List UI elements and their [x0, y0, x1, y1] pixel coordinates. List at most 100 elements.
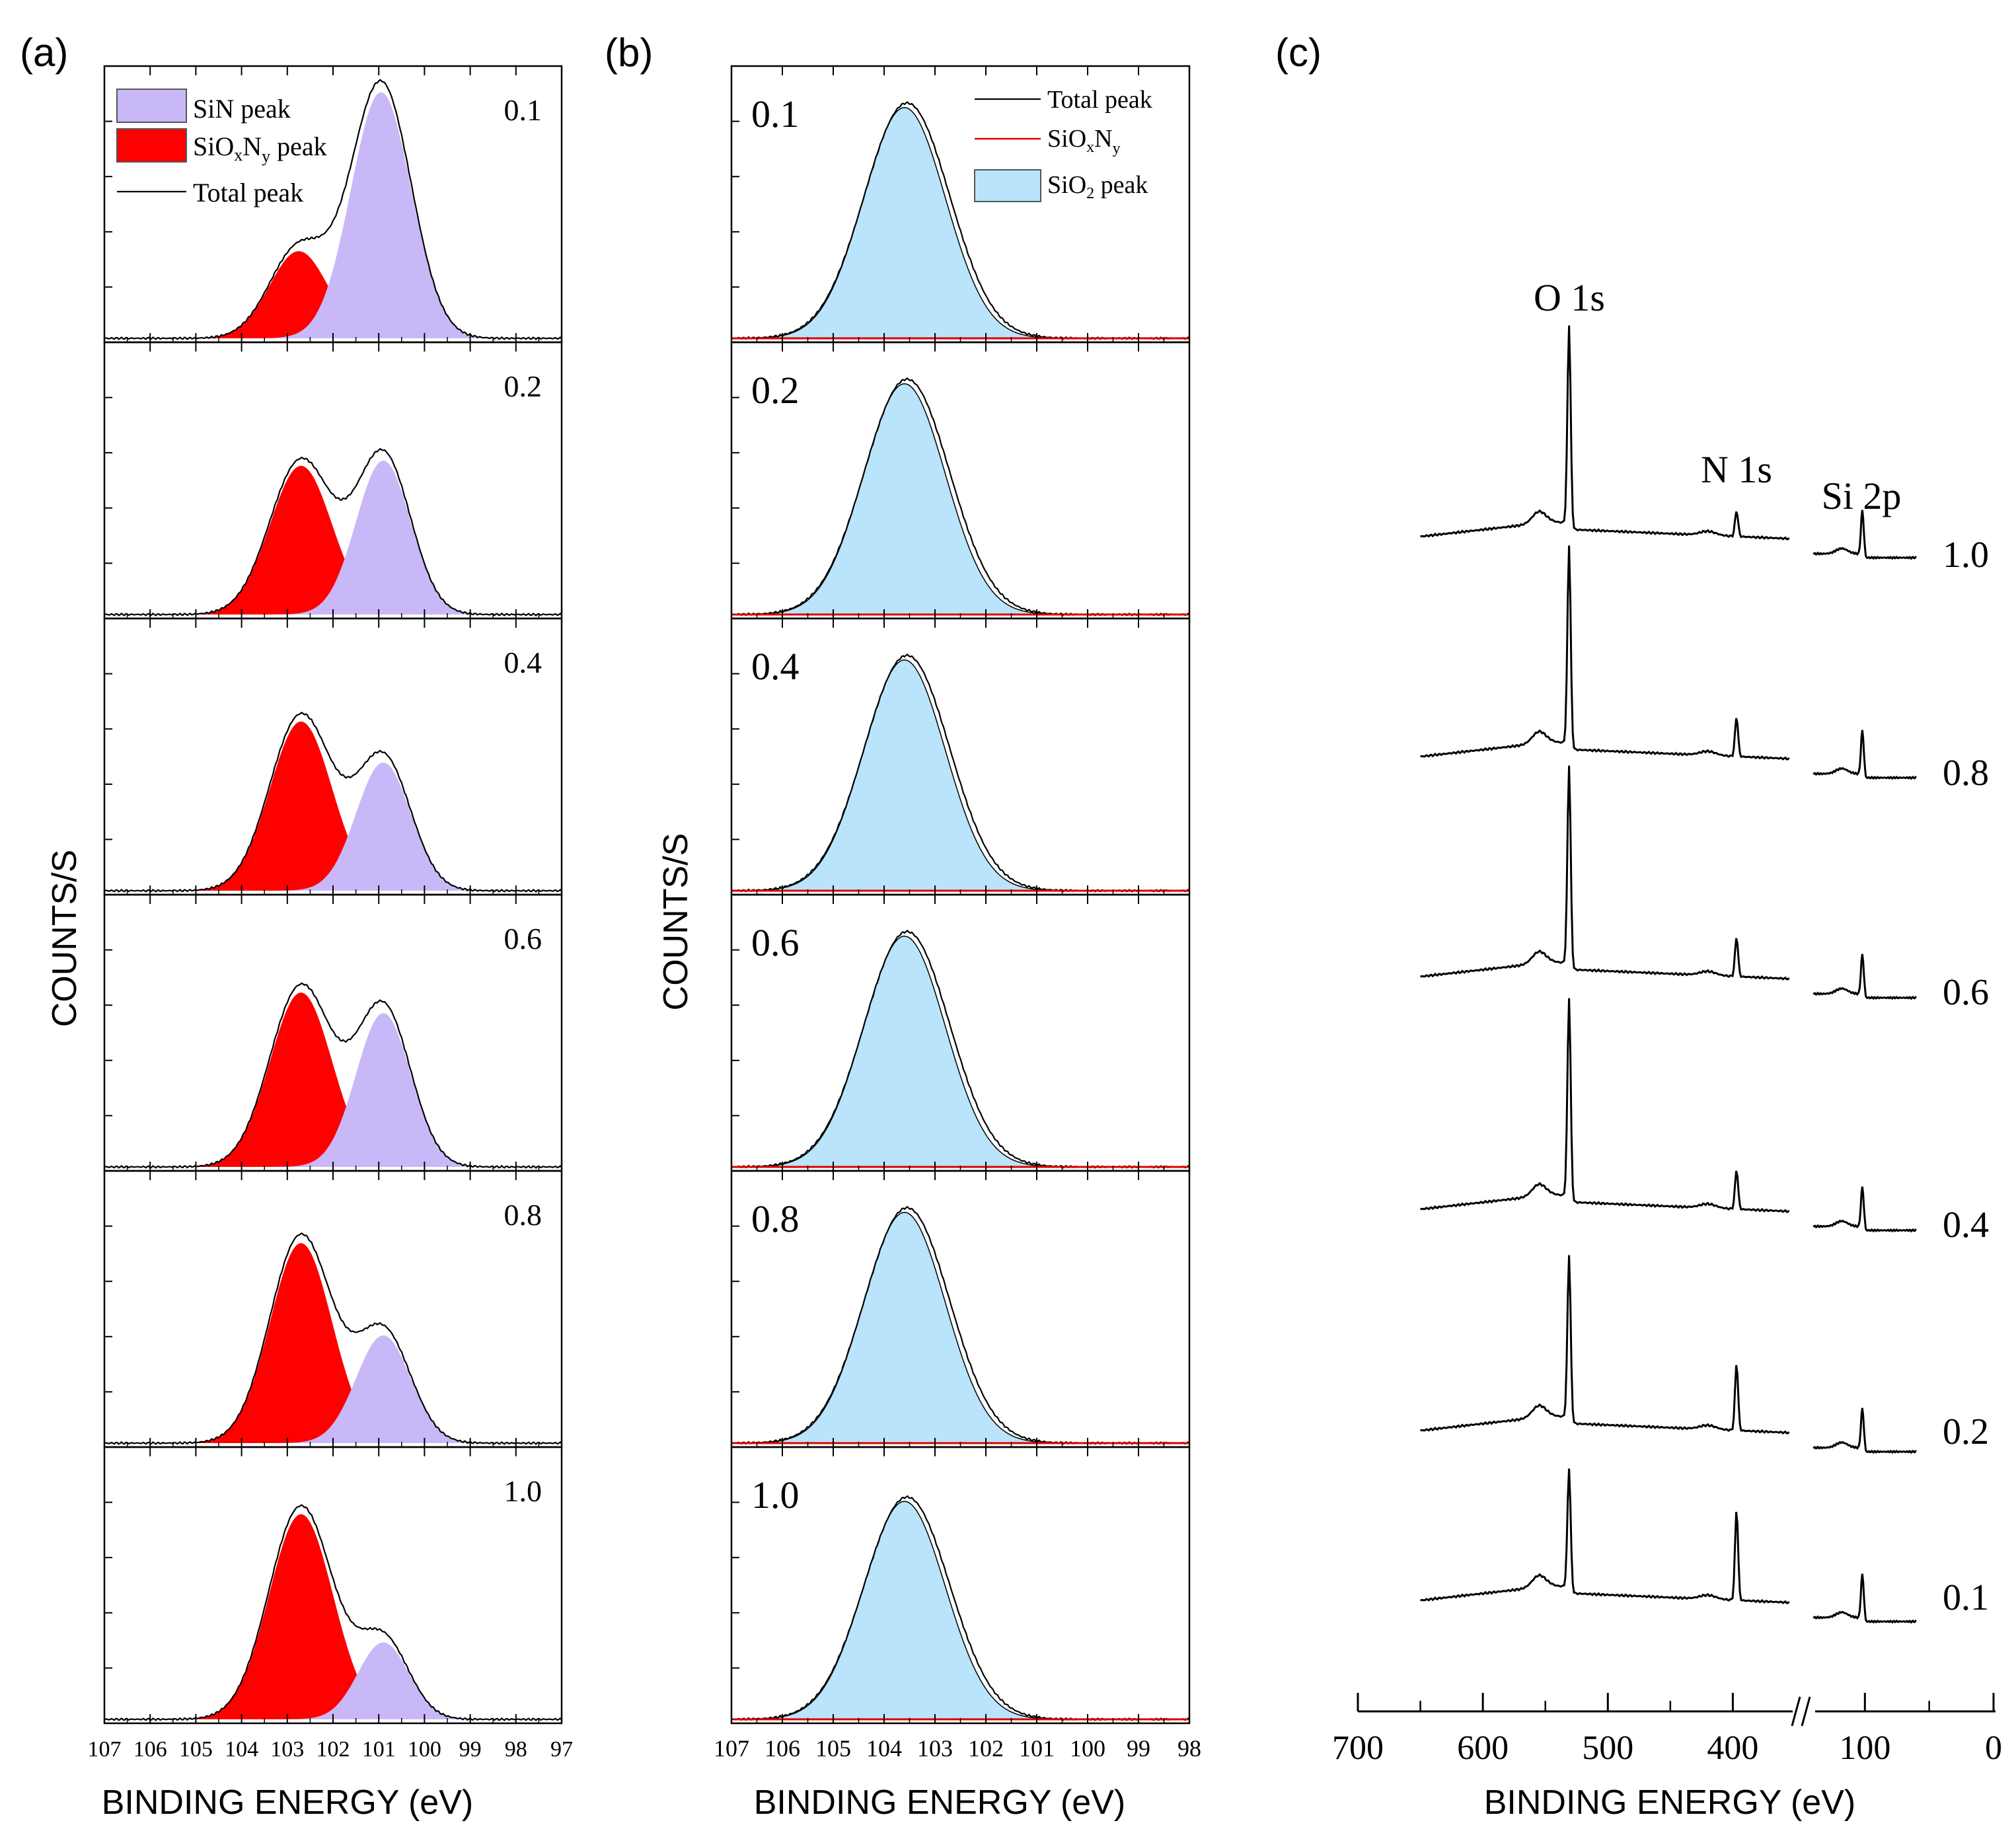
peak-fill-SiOxNy [104, 722, 562, 891]
legend-label-total: Total peak [193, 178, 303, 207]
peak-fill-SiO2 [731, 1501, 1189, 1720]
annotation-si2p: Si 2p [1822, 474, 1902, 517]
legend-text-part: SiO [1047, 125, 1086, 153]
subplot-0.8: 0.8 [730, 1170, 1191, 1448]
x-tick-label: 100 [1070, 1735, 1105, 1762]
series-label: 0.6 [1943, 972, 1989, 1013]
peak-fill-SiO2 [731, 107, 1189, 339]
subplot-label: 0.1 [504, 93, 542, 127]
legend-text-part: peak [270, 131, 327, 161]
x-tick-label: 99 [1127, 1735, 1150, 1762]
legend-label-total: Total peak [1047, 86, 1152, 114]
panel-a-ylabel: COUNTS/S [46, 850, 84, 1027]
x-tick-label: 100 [408, 1737, 441, 1762]
x-tick-label: 103 [917, 1735, 953, 1762]
legend-text-part: N [243, 131, 262, 161]
spectrum-segment-1 [1420, 325, 1790, 541]
total-peak-line [104, 79, 562, 340]
x-tick-label: 700 [1332, 1729, 1384, 1767]
legend-text-part: x [1086, 139, 1094, 156]
subplot-label: 0.6 [504, 922, 542, 955]
subplot-0.4: 0.4 [730, 617, 1191, 896]
survey-spectrum-0.8: 0.8 [1420, 545, 1989, 794]
spectrum-segment-1 [1420, 998, 1790, 1213]
x-tick-label: 107 [714, 1735, 749, 1762]
survey-spectrum-0.4: 0.4 [1420, 998, 1989, 1246]
spectrum-segment-2 [1812, 953, 1917, 1000]
panel-c-xlabel: BINDING ENERGY (eV) [1484, 1783, 1855, 1822]
spectrum-segment-1 [1420, 1255, 1790, 1435]
peak-fill-SiO2 [731, 936, 1189, 1168]
legend-text-part: y [1113, 140, 1121, 157]
subplot-0.1: 0.1 [730, 65, 1191, 344]
survey-spectrum-1.0: 1.0 [1420, 325, 1989, 576]
x-tick-label: 107 [88, 1737, 122, 1762]
annotation-n1s: N 1s [1701, 448, 1772, 491]
legend-text-part: 2 [1086, 185, 1094, 202]
x-tick-label: 102 [317, 1737, 350, 1762]
subplot-label: 1.0 [504, 1474, 542, 1508]
axis-break-mark [1791, 1696, 1801, 1727]
total-peak-line [104, 982, 562, 1169]
spectrum-segment-1 [1420, 545, 1790, 761]
panel-label-a: (a) [20, 30, 68, 75]
subplot-label: 1.0 [751, 1474, 800, 1516]
subplot-label: 0.2 [751, 369, 800, 412]
subplot-label: 0.4 [751, 645, 800, 688]
panel-a-xlabel: BINDING ENERGY (eV) [102, 1783, 473, 1822]
peak-fill-SiO2 [731, 383, 1189, 615]
subplot-label: 0.4 [504, 646, 542, 679]
x-tick-label: 97 [550, 1737, 573, 1762]
x-tick-label: 102 [968, 1735, 1004, 1762]
x-tick-label: 500 [1582, 1729, 1633, 1767]
legend-text-part: x [234, 145, 243, 165]
subplot-label: 0.8 [751, 1197, 800, 1240]
legend-text-part: SiO [193, 131, 234, 161]
panel-label-b: (b) [605, 30, 653, 75]
spectrum-segment-1 [1420, 765, 1790, 981]
survey-spectrum-0.6: 0.6 [1420, 765, 1989, 1013]
legend-label-sin: SiN peak [193, 94, 291, 124]
survey-spectrum-0.1: 0.1 [1420, 1468, 1989, 1624]
total-peak-line [104, 447, 562, 616]
panel-c: 700 600 500 400 100 0 1.0 0.8 0.6 0.4 0.2 0.1 [1332, 325, 2002, 1767]
x-tick-label: 100 [1839, 1729, 1890, 1767]
annotation-o1s: O 1s [1534, 276, 1605, 319]
subplot-0.6: 0.6 [103, 893, 563, 1172]
subplot-label: 0.1 [751, 93, 800, 135]
peak-fill-SiOxNy [104, 466, 562, 615]
legend-swatch-sio2 [974, 169, 1041, 202]
survey-spectrum-0.2: 0.2 [1420, 1255, 1989, 1454]
x-tick-label: 104 [225, 1737, 258, 1762]
x-tick-label: 101 [362, 1737, 396, 1762]
x-tick-label: 600 [1457, 1729, 1509, 1767]
x-tick-label: 400 [1707, 1729, 1758, 1767]
legend-a: SiN peak SiOxNy peak Total peak [116, 89, 327, 207]
series-label: 1.0 [1943, 535, 1989, 576]
total-peak-line [104, 1232, 562, 1445]
subplot-1.0: 1.0 [103, 1446, 563, 1725]
legend-text-part: N [1094, 125, 1112, 153]
series-label: 0.1 [1943, 1577, 1989, 1618]
total-peak-line [104, 712, 562, 893]
peak-fill-SiOxNy [104, 1514, 562, 1719]
peak-fill-SiO2 [731, 659, 1189, 891]
legend-text-part: SiO [1047, 171, 1086, 199]
spectrum-segment-2 [1812, 1407, 1917, 1454]
spectrum-segment-1 [1420, 1468, 1790, 1604]
x-tick-label: 106 [765, 1735, 800, 1762]
spectrum-segment-2 [1812, 729, 1917, 780]
peak-fill-SiOxNy [104, 992, 562, 1167]
subplot-0.2: 0.2 [103, 341, 563, 620]
x-tick-label: 98 [505, 1737, 527, 1762]
panel-b: 0.1 0.2 0.4 0.6 0.8 1.0 107 106 105 104 103 102 101 1… [714, 65, 1201, 1762]
subplot-0.6: 0.6 [730, 893, 1191, 1172]
peak-fill-SiN [104, 92, 562, 338]
x-tick-label: 106 [133, 1737, 167, 1762]
subplot-0.1: 0.1 [103, 65, 563, 344]
subplot-label: 0.8 [504, 1198, 542, 1232]
x-tick-label: 104 [866, 1735, 902, 1762]
x-tick-label: 103 [270, 1737, 304, 1762]
x-tick-label: 101 [1019, 1735, 1055, 1762]
